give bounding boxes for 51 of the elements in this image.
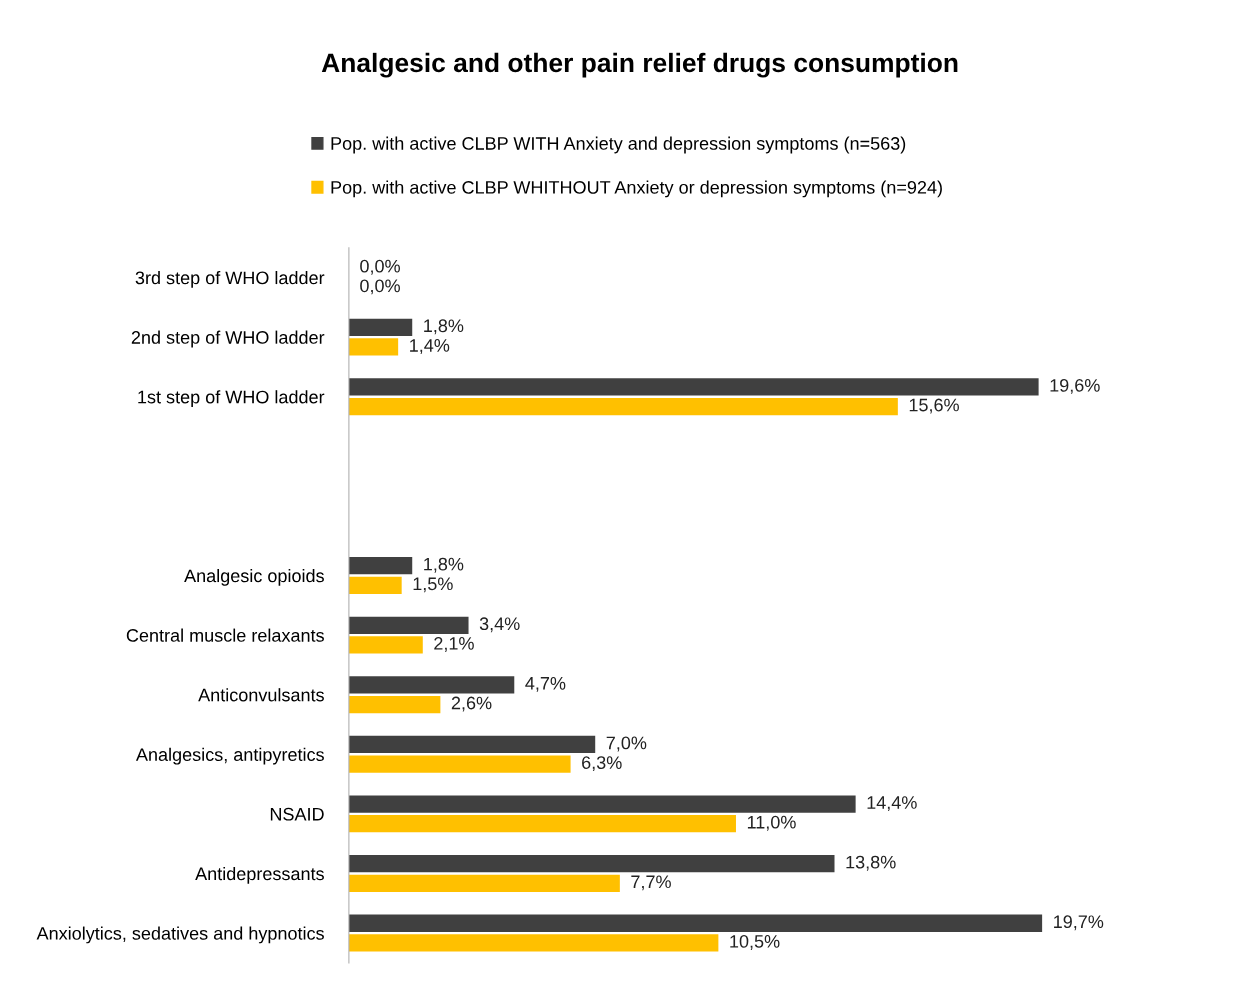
- data-label: 0,0%: [360, 259, 400, 275]
- bar: [348, 557, 413, 575]
- data-label: 1,5%: [413, 577, 453, 593]
- bar: [348, 855, 835, 873]
- y-tick-label: Anxiolytics, sedatives and hypnotics: [36, 926, 324, 944]
- bar: [348, 338, 399, 356]
- data-label: 13,8%: [846, 855, 896, 871]
- legend-label: Pop. with active CLBP WHITHOUT Anxiety or depression symptoms (n=924): [331, 180, 942, 198]
- y-tick-label: Central muscle relaxants: [126, 628, 324, 642]
- bar: [348, 576, 402, 594]
- data-label: 11,0%: [747, 815, 796, 831]
- data-label: 0,0%: [360, 279, 400, 295]
- data-label: 1,8%: [424, 319, 464, 335]
- bar: [348, 695, 441, 714]
- data-label: 7,0%: [606, 736, 647, 752]
- bar: [348, 815, 736, 833]
- bar: [348, 397, 898, 416]
- data-label: 10,5%: [730, 934, 780, 950]
- bar: [348, 318, 413, 336]
- y-tick-label: 3rd step of WHO ladder: [135, 271, 325, 288]
- data-label: 1,4%: [410, 339, 450, 354]
- data-label: 2,6%: [451, 696, 492, 712]
- y-tick-label: Analgesic opioids: [184, 568, 324, 586]
- y-tick-label: NSAID: [270, 807, 324, 821]
- data-label: 1,8%: [424, 557, 464, 573]
- bar: [348, 874, 620, 892]
- y-tick-label: 2nd step of WHO ladder: [131, 330, 325, 348]
- bar: [348, 378, 1039, 396]
- data-label: 6,3%: [582, 756, 622, 772]
- bar: [348, 795, 856, 813]
- bar: [348, 735, 596, 754]
- data-label: 19,7%: [1054, 915, 1104, 931]
- legend-label: Pop. with active CLBP WITH Anxiety and depression symptoms (n=563): [331, 136, 906, 154]
- data-label: 4,7%: [525, 677, 566, 692]
- chart-title: Analgesic and other pain relief drugs consumption: [321, 52, 958, 78]
- bar: [348, 914, 1043, 932]
- y-tick-label: Analgesics, antipyretics: [135, 747, 324, 765]
- data-label: 14,4%: [867, 796, 917, 812]
- bar: [348, 676, 515, 694]
- data-label: 7,7%: [631, 875, 671, 891]
- data-label: 2,1%: [434, 637, 474, 652]
- data-label: 15,6%: [909, 398, 959, 414]
- y-tick-label: Anticonvulsants: [198, 688, 324, 702]
- data-label: 19,6%: [1050, 378, 1100, 394]
- bar: [348, 934, 719, 952]
- bar: [348, 636, 423, 654]
- y-tick-label: Antidepressants: [195, 866, 324, 884]
- y-tick-label: 1st step of WHO ladder: [138, 390, 325, 408]
- data-label: 3,4%: [479, 617, 520, 633]
- bar: [348, 616, 469, 634]
- bar: [348, 755, 571, 773]
